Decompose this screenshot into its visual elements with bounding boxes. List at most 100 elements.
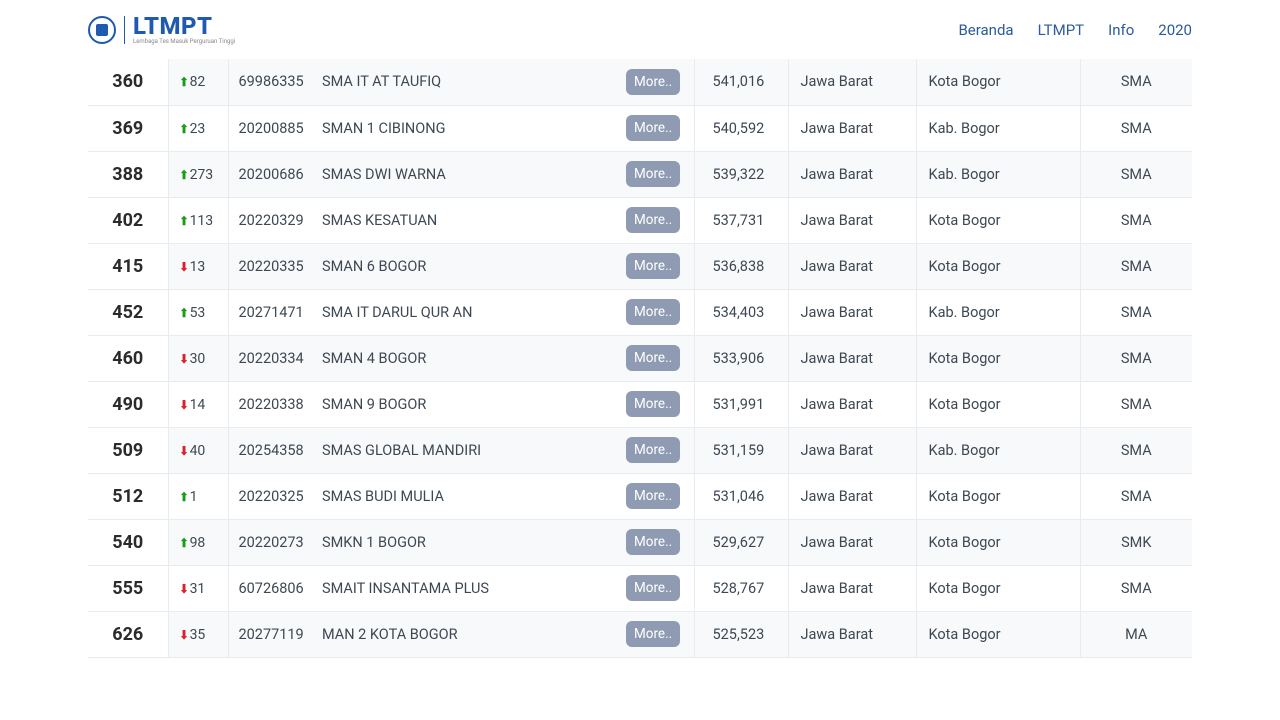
- change-cell: ⬇35: [168, 611, 228, 657]
- nav-link-info[interactable]: Info: [1108, 21, 1134, 39]
- rank-cell: 415: [88, 243, 168, 289]
- table-row: 509⬇4020254358SMAS GLOBAL MANDIRIMore..5…: [88, 427, 1192, 473]
- change-cell: ⬇14: [168, 381, 228, 427]
- province-cell: Jawa Barat: [788, 519, 916, 565]
- school-name-cell: SMAN 6 BOGOR: [316, 243, 626, 289]
- nav-link-beranda[interactable]: Beranda: [958, 21, 1013, 39]
- npsn-cell: 20200686: [228, 151, 316, 197]
- nav-link-2020[interactable]: 2020: [1158, 21, 1192, 39]
- school-name-cell: SMAS BUDI MULIA: [316, 473, 626, 519]
- province-cell: Jawa Barat: [788, 381, 916, 427]
- npsn-cell: 20220329: [228, 197, 316, 243]
- score-cell: 534,403: [694, 289, 788, 335]
- city-cell: Kab. Bogor: [916, 151, 1080, 197]
- ranking-table: 360⬆8269986335SMA IT AT TAUFIQMore..541,…: [88, 59, 1192, 658]
- table-row: 415⬇1320220335SMAN 6 BOGORMore..536,838J…: [88, 243, 1192, 289]
- table-row: 540⬆9820220273SMKN 1 BOGORMore..529,627J…: [88, 519, 1192, 565]
- arrow-down-icon: ⬇: [179, 582, 188, 596]
- more-button[interactable]: More..: [626, 207, 680, 233]
- rank-cell: 388: [88, 151, 168, 197]
- change-value: 23: [190, 121, 206, 137]
- type-cell: MA: [1080, 611, 1192, 657]
- type-cell: SMA: [1080, 243, 1192, 289]
- city-cell: Kota Bogor: [916, 473, 1080, 519]
- arrow-down-icon: ⬇: [179, 444, 188, 458]
- npsn-cell: 20277119: [228, 611, 316, 657]
- rank-cell: 490: [88, 381, 168, 427]
- change-value: 14: [190, 397, 206, 413]
- city-cell: Kota Bogor: [916, 519, 1080, 565]
- change-value: 98: [190, 535, 206, 551]
- change-cell: ⬆82: [168, 59, 228, 105]
- change-cell: ⬆1: [168, 473, 228, 519]
- arrow-up-icon: ⬆: [179, 168, 188, 182]
- more-cell: More..: [626, 105, 694, 151]
- city-cell: Kota Bogor: [916, 243, 1080, 289]
- table-row: 512⬆120220325SMAS BUDI MULIAMore..531,04…: [88, 473, 1192, 519]
- school-name-cell: SMAS KESATUAN: [316, 197, 626, 243]
- arrow-down-icon: ⬇: [179, 628, 188, 642]
- arrow-down-icon: ⬇: [179, 352, 188, 366]
- type-cell: SMK: [1080, 519, 1192, 565]
- type-cell: SMA: [1080, 381, 1192, 427]
- school-name-cell: SMAS DWI WARNA: [316, 151, 626, 197]
- more-button[interactable]: More..: [626, 253, 680, 279]
- more-cell: More..: [626, 59, 694, 105]
- change-cell: ⬆23: [168, 105, 228, 151]
- type-cell: SMA: [1080, 565, 1192, 611]
- city-cell: Kota Bogor: [916, 565, 1080, 611]
- table-row: 460⬇3020220334SMAN 4 BOGORMore..533,906J…: [88, 335, 1192, 381]
- more-cell: More..: [626, 611, 694, 657]
- more-cell: More..: [626, 427, 694, 473]
- table-row: 626⬇3520277119MAN 2 KOTA BOGORMore..525,…: [88, 611, 1192, 657]
- city-cell: Kota Bogor: [916, 335, 1080, 381]
- city-cell: Kab. Bogor: [916, 289, 1080, 335]
- type-cell: SMA: [1080, 335, 1192, 381]
- more-button[interactable]: More..: [626, 161, 680, 187]
- more-button[interactable]: More..: [626, 437, 680, 463]
- rank-cell: 512: [88, 473, 168, 519]
- change-value: 35: [190, 627, 206, 643]
- npsn-cell: 20220273: [228, 519, 316, 565]
- logo-subtitle: Lembaga Tes Masuk Perguruan Tinggi: [133, 39, 235, 45]
- province-cell: Jawa Barat: [788, 289, 916, 335]
- more-button[interactable]: More..: [626, 529, 680, 555]
- type-cell: SMA: [1080, 289, 1192, 335]
- npsn-cell: 60726806: [228, 565, 316, 611]
- table-row: 360⬆8269986335SMA IT AT TAUFIQMore..541,…: [88, 59, 1192, 105]
- more-button[interactable]: More..: [626, 621, 680, 647]
- more-button[interactable]: More..: [626, 391, 680, 417]
- arrow-up-icon: ⬆: [179, 122, 188, 136]
- more-button[interactable]: More..: [626, 299, 680, 325]
- main-nav: Beranda LTMPT Info 2020: [958, 21, 1192, 39]
- arrow-up-icon: ⬆: [179, 536, 188, 550]
- more-button[interactable]: More..: [626, 575, 680, 601]
- school-name-cell: SMAN 1 CIBINONG: [316, 105, 626, 151]
- rank-cell: 369: [88, 105, 168, 151]
- change-cell: ⬇31: [168, 565, 228, 611]
- province-cell: Jawa Barat: [788, 151, 916, 197]
- more-button[interactable]: More..: [626, 115, 680, 141]
- nav-link-ltmpt[interactable]: LTMPT: [1038, 21, 1085, 39]
- npsn-cell: 20220325: [228, 473, 316, 519]
- score-cell: 531,159: [694, 427, 788, 473]
- logo-title: LTMPT: [133, 14, 235, 38]
- logo[interactable]: LTMPT Lembaga Tes Masuk Perguruan Tinggi: [88, 14, 235, 45]
- more-button[interactable]: More..: [626, 69, 680, 95]
- rank-cell: 626: [88, 611, 168, 657]
- school-name-cell: SMA IT AT TAUFIQ: [316, 59, 626, 105]
- more-cell: More..: [626, 197, 694, 243]
- score-cell: 531,991: [694, 381, 788, 427]
- change-cell: ⬆98: [168, 519, 228, 565]
- city-cell: Kota Bogor: [916, 611, 1080, 657]
- score-cell: 525,523: [694, 611, 788, 657]
- more-button[interactable]: More..: [626, 345, 680, 371]
- rank-cell: 360: [88, 59, 168, 105]
- more-button[interactable]: More..: [626, 483, 680, 509]
- arrow-up-icon: ⬆: [179, 75, 188, 89]
- npsn-cell: 20254358: [228, 427, 316, 473]
- npsn-cell: 20220334: [228, 335, 316, 381]
- province-cell: Jawa Barat: [788, 427, 916, 473]
- school-name-cell: SMAIT INSANTAMA PLUS: [316, 565, 626, 611]
- logo-text: LTMPT Lembaga Tes Masuk Perguruan Tinggi: [133, 14, 235, 45]
